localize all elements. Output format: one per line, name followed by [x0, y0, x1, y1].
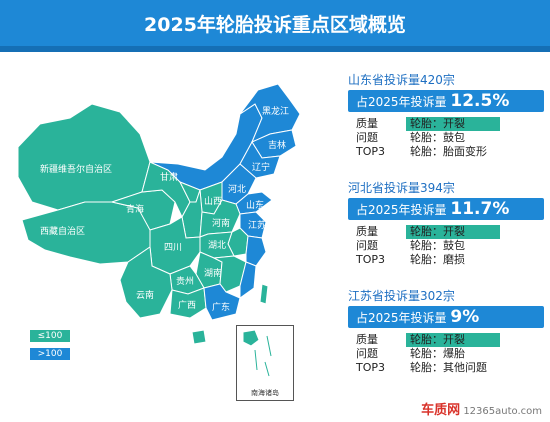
province-taiwan	[259, 283, 269, 305]
row-value: 轮胎：磨损	[410, 253, 465, 266]
legend-high: >100	[30, 348, 70, 360]
province-guangdong	[203, 283, 241, 321]
issue-row: 质量 轮胎：开裂	[348, 117, 544, 131]
province-yunnan	[119, 246, 173, 319]
share-bar: 占2025年投诉量 11.7%	[348, 198, 544, 220]
watermark-site: 12365auto.com	[463, 406, 542, 417]
watermark: 车质网 12365auto.com	[421, 399, 542, 418]
row-value: 轮胎：其他问题	[410, 361, 487, 374]
row-key: 问题	[356, 347, 378, 360]
row-key: 质量	[356, 333, 378, 346]
share-bar: 占2025年投诉量 12.5%	[348, 90, 544, 112]
panel-hebei: 河北省投诉量394宗 占2025年投诉量 11.7% 质量 轮胎：开裂 问题 轮…	[348, 180, 544, 267]
row-value: 轮胎：开裂	[406, 225, 500, 239]
issue-row: 质量 轮胎：开裂	[348, 333, 544, 347]
map-label-shandong: 山东	[246, 199, 264, 211]
share-prefix: 占2025年投诉量	[356, 311, 447, 325]
map-label-henan: 河南	[212, 217, 230, 229]
issue-row: 问题 轮胎：爆胎	[348, 347, 544, 361]
province-zhejiang	[245, 235, 267, 267]
map-label-inner-mongolia: 内蒙古	[178, 153, 205, 165]
map-label-guizhou: 贵州	[176, 275, 194, 287]
issue-rows: 质量 轮胎：开裂 问题 轮胎：爆胎 TOP3 轮胎：其他问题	[348, 333, 544, 375]
province-jiangxi	[212, 255, 247, 293]
issue-row: TOP3 轮胎：胎面变形	[348, 145, 544, 159]
panel-heading: 山东省投诉量420宗	[348, 73, 455, 87]
row-key: 质量	[356, 117, 378, 130]
row-value: 轮胎：开裂	[406, 333, 500, 347]
share-prefix: 占2025年投诉量	[356, 95, 447, 109]
panel-heading: 河北省投诉量394宗	[348, 181, 455, 195]
row-key: 质量	[356, 225, 378, 238]
map-label-hebei: 河北	[228, 183, 246, 195]
issue-rows: 质量 轮胎：开裂 问题 轮胎：鼓包 TOP3 轮胎：磨损	[348, 225, 544, 267]
row-key: 问题	[356, 131, 378, 144]
legend-low: ≤100	[30, 330, 70, 342]
panel-heading: 江苏省投诉量302宗	[348, 289, 455, 303]
map-label-hubei: 湖北	[208, 240, 226, 251]
map-label-guangdong: 广东	[212, 301, 230, 313]
page-title: 2025年轮胎投诉重点区域概览	[144, 14, 406, 36]
share-bar: 占2025年投诉量 9%	[348, 306, 544, 328]
row-value: 轮胎：爆胎	[410, 347, 465, 360]
map-label-tibet: 西藏自治区	[40, 225, 85, 237]
issue-row: 问题 轮胎：鼓包	[348, 239, 544, 253]
share-pct: 12.5%	[450, 91, 510, 111]
row-value: 轮胎：鼓包	[410, 239, 465, 252]
map-label-liaoning: 辽宁	[252, 161, 270, 173]
map-label-sichuan: 四川	[164, 243, 182, 253]
share-prefix: 占2025年投诉量	[356, 203, 447, 217]
south-china-sea-inset: 南海诸岛	[236, 325, 294, 401]
row-value: 轮胎：鼓包	[410, 131, 465, 144]
issue-rows: 质量 轮胎：开裂 问题 轮胎：鼓包 TOP3 轮胎：胎面变形	[348, 117, 544, 159]
row-value: 轮胎：胎面变形	[410, 145, 487, 158]
legend: ≤100 >100	[30, 330, 70, 360]
china-map: 新疆维吾尔自治区 西藏自治区 青海 甘肃 内蒙古 黑龙江 吉林 辽宁 河北 山西…	[17, 83, 301, 345]
panel-shandong: 山东省投诉量420宗 占2025年投诉量 12.5% 质量 轮胎：开裂 问题 轮…	[348, 72, 544, 159]
map-label-hunan: 湖南	[204, 267, 222, 279]
map-label-jiangsu: 江苏	[248, 219, 266, 231]
map-label-guangxi: 广西	[178, 299, 196, 311]
map-label-gansu: 甘肃	[160, 171, 178, 183]
map-label-qinghai: 青海	[126, 203, 144, 215]
province-fujian	[239, 261, 257, 299]
row-value: 轮胎：开裂	[406, 117, 500, 131]
province-xinjiang	[17, 103, 151, 211]
issue-row: TOP3 轮胎：其他问题	[348, 361, 544, 375]
share-pct: 9%	[450, 307, 480, 327]
issue-row: 质量 轮胎：开裂	[348, 225, 544, 239]
row-key: 问题	[356, 239, 378, 252]
map-label-heilongjiang: 黑龙江	[262, 105, 289, 117]
map-label-yunnan: 云南	[136, 289, 154, 301]
watermark-brand: 车质网	[421, 403, 461, 418]
issue-row: 问题 轮胎：鼓包	[348, 131, 544, 145]
header-banner: 2025年轮胎投诉重点区域概览	[0, 0, 550, 52]
header-stripe	[0, 46, 550, 52]
map-label-shanxi: 山西	[204, 196, 222, 207]
inset-label: 南海诸岛	[251, 389, 279, 397]
row-key: TOP3	[356, 361, 386, 374]
map-label-xinjiang: 新疆维吾尔自治区	[40, 163, 112, 175]
map-label-jilin: 吉林	[268, 139, 286, 151]
share-pct: 11.7%	[450, 199, 510, 219]
row-key: TOP3	[356, 145, 386, 158]
issue-row: TOP3 轮胎：磨损	[348, 253, 544, 267]
inset-map	[242, 329, 272, 377]
row-key: TOP3	[356, 253, 386, 266]
panel-jiangsu: 江苏省投诉量302宗 占2025年投诉量 9% 质量 轮胎：开裂 问题 轮胎：爆…	[348, 288, 544, 375]
province-hainan	[191, 329, 207, 345]
